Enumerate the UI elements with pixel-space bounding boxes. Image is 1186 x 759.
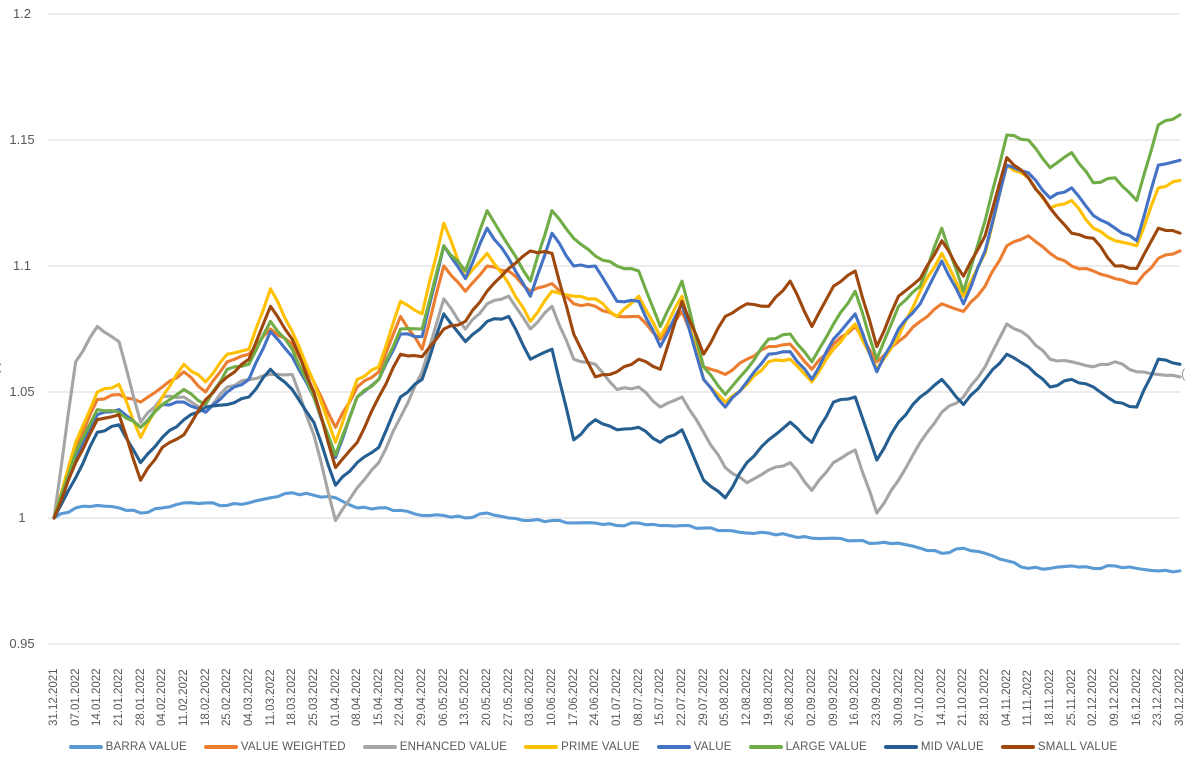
x-tick-label: 21.01.2022: [112, 668, 125, 726]
x-tick-label: 25.02.2022: [221, 668, 234, 726]
y-tick-label: 1.2: [12, 6, 32, 21]
legend-label: ENHANCED VALUE: [399, 741, 508, 753]
x-tick-label: 06.05.2022: [437, 668, 450, 726]
series-line-small-value: [52, 156, 1182, 520]
y-tick-label: 1.05: [9, 384, 35, 399]
legend-label: VALUE: [693, 741, 732, 753]
series-line-mid-value: [52, 312, 1182, 520]
x-tick-label: 15.07.2022: [654, 668, 667, 726]
x-tick-label: 28.01.2022: [134, 668, 147, 726]
x-tick-label: 03.06.2022: [524, 668, 537, 726]
x-tick-label: 02.12.2022: [1087, 668, 1100, 726]
x-tick-label: 30.12.2022: [1174, 668, 1186, 726]
x-tick-label: 27.05.2022: [502, 668, 515, 726]
x-tick-label: 15.04.2022: [372, 668, 385, 726]
cropped-glyph-left: O: [0, 360, 1, 378]
x-tick-label: 08.07.2022: [632, 668, 645, 726]
legend-item-barra-value[interactable]: BARRA VALUE: [68, 741, 187, 753]
x-tick-label: 16.12.2022: [1130, 668, 1143, 726]
legend-swatch: [748, 744, 783, 750]
x-tick-label: 11.02.2022: [177, 669, 190, 726]
x-tick-label: 07.01.2022: [69, 668, 82, 726]
x-tick-label: 26.08.2022: [784, 668, 797, 726]
x-tick-label: 20.05.2022: [481, 668, 494, 726]
series-line-prime-value: [52, 163, 1182, 520]
legend-swatch: [1000, 744, 1035, 750]
legend-swatch: [656, 744, 691, 750]
x-tick-label: 14.10.2022: [935, 668, 948, 726]
x-tick-label: 19.08.2022: [762, 668, 775, 726]
x-tick-label: 22.07.2022: [675, 668, 688, 726]
x-tick-label: 31.12.2021: [48, 668, 60, 726]
x-tick-label: 12.08.2022: [740, 668, 753, 726]
cropped-glyph-right: (: [1181, 366, 1186, 381]
legend-swatch: [203, 744, 238, 750]
x-tick-label: 25.03.2022: [307, 668, 320, 726]
legend-label: BARRA VALUE: [105, 741, 187, 753]
x-tick-label: 04.11.2022: [1000, 669, 1013, 726]
y-tick-label: 0.95: [9, 636, 35, 651]
x-tick-label: 18.02.2022: [199, 668, 212, 726]
legend-label: VALUE WEIGHTED: [240, 741, 346, 753]
x-tick-label: 01.07.2022: [611, 668, 623, 726]
x-tick-label: 11.11.2022: [1022, 670, 1035, 726]
legend-item-small-value[interactable]: SMALL VALUE: [1000, 741, 1118, 753]
legend-label: LARGE VALUE: [785, 741, 867, 753]
legend-item-value-weighted[interactable]: VALUE WEIGHTED: [203, 741, 346, 753]
x-tick-label: 23.12.2022: [1152, 668, 1165, 726]
x-tick-label: 24.06.2022: [589, 668, 602, 726]
series-line-barra-value: [52, 491, 1182, 574]
x-tick-label: 02.09.2022: [805, 668, 818, 726]
x-tick-label: 25.11.2022: [1065, 669, 1078, 726]
legend-item-enhanced-value[interactable]: ENHANCED VALUE: [362, 741, 508, 753]
legend-item-prime-value[interactable]: PRIME VALUE: [524, 741, 640, 753]
legend-swatch: [524, 744, 559, 750]
x-tick-label: 04.02.2022: [156, 668, 169, 726]
y-tick-label: 1: [18, 510, 26, 525]
legend-label: PRIME VALUE: [561, 741, 640, 753]
x-tick-label: 28.10.2022: [979, 668, 992, 726]
x-tick-label: 05.08.2022: [719, 668, 732, 726]
x-tick-label: 09.09.2022: [827, 668, 840, 726]
x-tick-label: 13.05.2022: [459, 668, 472, 726]
legend-swatch: [883, 744, 918, 750]
x-tick-label: 22.04.2022: [394, 668, 407, 726]
legend-item-large-value[interactable]: LARGE VALUE: [748, 741, 867, 753]
x-tick-label: 09.12.2022: [1109, 668, 1122, 726]
y-tick-label: 1.15: [9, 132, 35, 147]
x-tick-label: 14.01.2022: [91, 668, 104, 726]
y-tick-label: 1.1: [12, 258, 32, 273]
x-tick-label: 17.06.2022: [567, 668, 580, 726]
x-tick-label: 21.10.2022: [957, 668, 970, 726]
legend-label: SMALL VALUE: [1037, 741, 1118, 753]
x-tick-label: 18.03.2022: [286, 668, 299, 726]
x-tick-label: 07.10.2022: [914, 668, 927, 726]
x-tick-label: 18.11.2022: [1044, 669, 1057, 726]
x-tick-label: 30.09.2022: [892, 668, 905, 726]
x-tick-label: 08.04.2022: [351, 668, 364, 726]
legend-label: MID VALUE: [920, 741, 984, 753]
series-line-enhanced-value: [52, 294, 1182, 523]
x-tick-label: 04.03.2022: [242, 668, 255, 726]
x-tick-label: 29.04.2022: [416, 668, 429, 726]
legend-swatch: [362, 744, 397, 750]
legend-item-mid-value[interactable]: MID VALUE: [883, 741, 984, 753]
series-line-value: [52, 158, 1182, 520]
x-tick-label: 16.09.2022: [849, 668, 862, 726]
x-tick-label: 11.03.2022: [264, 669, 277, 726]
legend: BARRA VALUE VALUE WEIGHTED ENHANCED VALUE P…: [0, 737, 1186, 757]
x-tick-label: 10.06.2022: [546, 668, 559, 726]
x-tick-label: 23.09.2022: [870, 668, 883, 726]
legend-item-value[interactable]: VALUE: [656, 741, 732, 753]
x-tick-label: 01.04.2022: [329, 668, 342, 726]
legend-swatch: [68, 744, 103, 750]
x-tick-label: 29.07.2022: [697, 668, 710, 726]
